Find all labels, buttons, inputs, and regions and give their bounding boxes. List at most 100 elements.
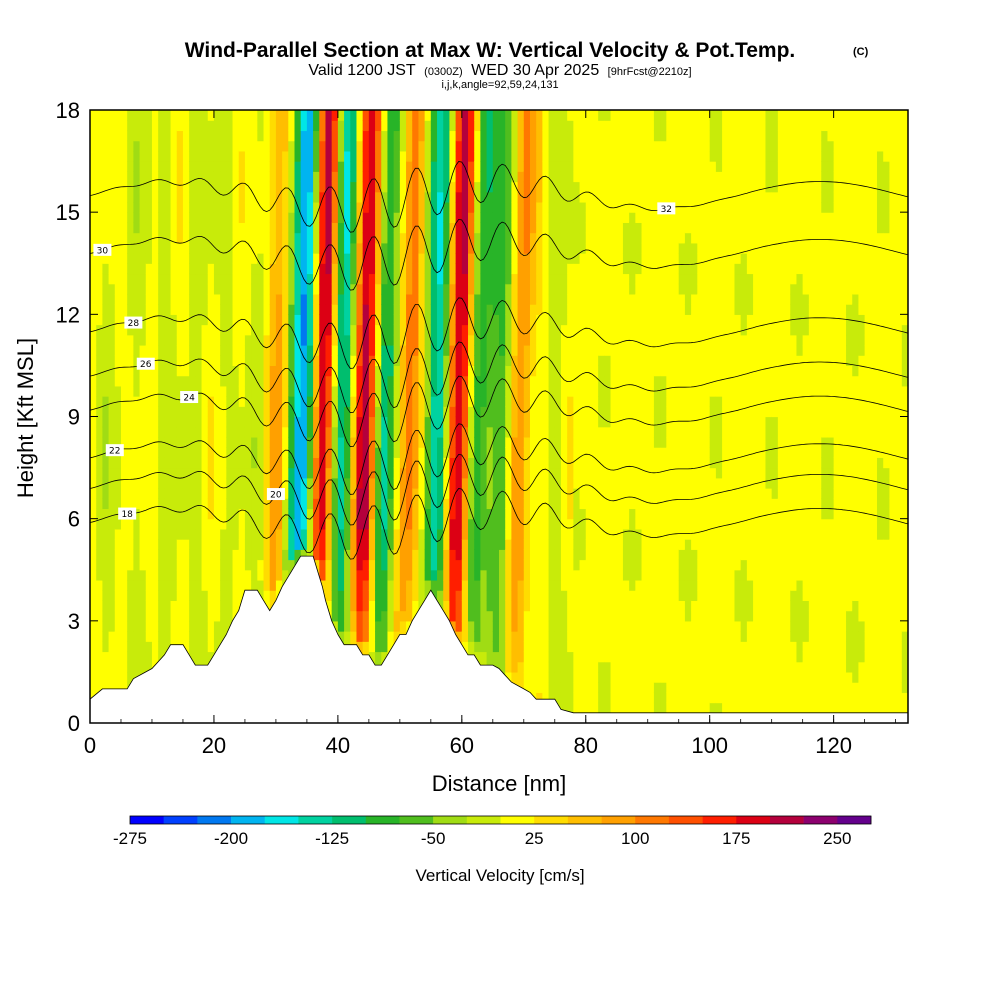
velocity-cell — [269, 355, 277, 367]
velocity-cell — [114, 651, 122, 663]
velocity-cell — [176, 508, 184, 520]
velocity-cell — [499, 488, 506, 499]
velocity-cell — [449, 457, 457, 469]
velocity-cell — [449, 620, 457, 632]
velocity-cell — [362, 293, 370, 305]
velocity-cell — [542, 569, 550, 581]
velocity-cell — [306, 365, 314, 377]
velocity-cell — [151, 559, 159, 571]
velocity-cell — [474, 426, 482, 438]
velocity-cell — [170, 477, 178, 489]
velocity-cell — [474, 651, 482, 663]
velocity-cell — [424, 140, 432, 152]
velocity-cell — [257, 406, 265, 418]
velocity-cell — [517, 201, 525, 213]
velocity-cell — [90, 569, 97, 581]
velocity-cell — [412, 120, 420, 132]
velocity-cell — [412, 579, 420, 591]
velocity-cell — [325, 549, 333, 561]
velocity-cell — [492, 263, 500, 275]
velocity-cell — [542, 620, 550, 632]
velocity-cell — [554, 375, 562, 387]
velocity-cell — [313, 549, 320, 561]
velocity-cell — [182, 549, 190, 561]
velocity-cell — [145, 140, 153, 152]
velocity-cell — [344, 467, 351, 479]
velocity-cell — [108, 181, 116, 193]
velocity-cell — [226, 304, 234, 315]
velocity-cell — [337, 161, 345, 172]
velocity-cell — [325, 253, 333, 264]
velocity-cell — [542, 120, 550, 132]
velocity-cell — [573, 610, 581, 622]
velocity-cell — [319, 447, 327, 458]
velocity-cell — [220, 130, 227, 142]
velocity-cell — [387, 304, 395, 315]
velocity-cell — [306, 416, 314, 428]
velocity-cell — [337, 396, 345, 407]
velocity-cell — [536, 498, 543, 510]
velocity-cell — [164, 590, 172, 601]
velocity-cell — [176, 426, 184, 438]
velocity-cell — [158, 334, 165, 346]
velocity-cell — [573, 549, 581, 561]
velocity-cell — [430, 242, 438, 254]
velocity-cell — [170, 365, 178, 377]
velocity-cell — [573, 242, 581, 254]
velocity-cell — [244, 406, 252, 418]
velocity-cell — [424, 498, 432, 510]
velocity-cell — [306, 201, 314, 213]
velocity-cell — [164, 385, 172, 397]
velocity-cell — [362, 140, 370, 152]
velocity-cell — [517, 488, 525, 499]
velocity-cell — [319, 273, 327, 285]
velocity-cell — [96, 590, 103, 601]
velocity-cell — [195, 222, 203, 234]
velocity-cell — [443, 140, 451, 152]
velocity-cell — [139, 140, 147, 152]
velocity-cell — [542, 518, 550, 530]
velocity-cell — [220, 273, 227, 285]
velocity-cell — [120, 682, 128, 693]
velocity-cell — [443, 457, 451, 469]
velocity-cell — [455, 620, 463, 632]
velocity-cell — [145, 212, 153, 223]
velocity-cell — [424, 212, 432, 223]
velocity-cell — [139, 549, 147, 561]
velocity-cell — [195, 314, 203, 326]
velocity-cell — [350, 375, 358, 387]
velocity-cell — [548, 661, 556, 673]
velocity-cell — [579, 488, 587, 499]
velocity-cell — [418, 498, 426, 510]
velocity-cell — [486, 110, 494, 121]
velocity-cell — [96, 140, 103, 152]
velocity-cell — [344, 171, 351, 183]
velocity-cell — [313, 559, 320, 571]
velocity-cell — [158, 201, 165, 213]
velocity-cell — [511, 110, 519, 121]
velocity-cell — [548, 641, 556, 653]
velocity-cell — [486, 385, 494, 397]
velocity-cell — [418, 426, 426, 438]
velocity-cell — [257, 385, 265, 397]
velocity-cell — [523, 416, 531, 428]
velocity-cell — [567, 488, 574, 499]
velocity-cell — [201, 651, 209, 663]
velocity-cell — [108, 539, 116, 550]
velocity-cell — [300, 304, 308, 315]
velocity-cell — [486, 457, 494, 469]
velocity-cell — [399, 212, 407, 223]
velocity-cell — [443, 120, 451, 132]
velocity-cell — [554, 181, 562, 193]
velocity-cell — [108, 120, 116, 132]
velocity-cell — [139, 181, 147, 193]
velocity-cell — [560, 253, 568, 264]
velocity-cell — [331, 610, 339, 622]
velocity-cell — [381, 191, 389, 203]
velocity-cell — [139, 304, 147, 315]
velocity-cell — [474, 242, 482, 254]
velocity-cell — [102, 140, 110, 152]
velocity-cell — [399, 620, 407, 632]
velocity-cell — [468, 559, 475, 571]
velocity-cell — [207, 467, 215, 479]
